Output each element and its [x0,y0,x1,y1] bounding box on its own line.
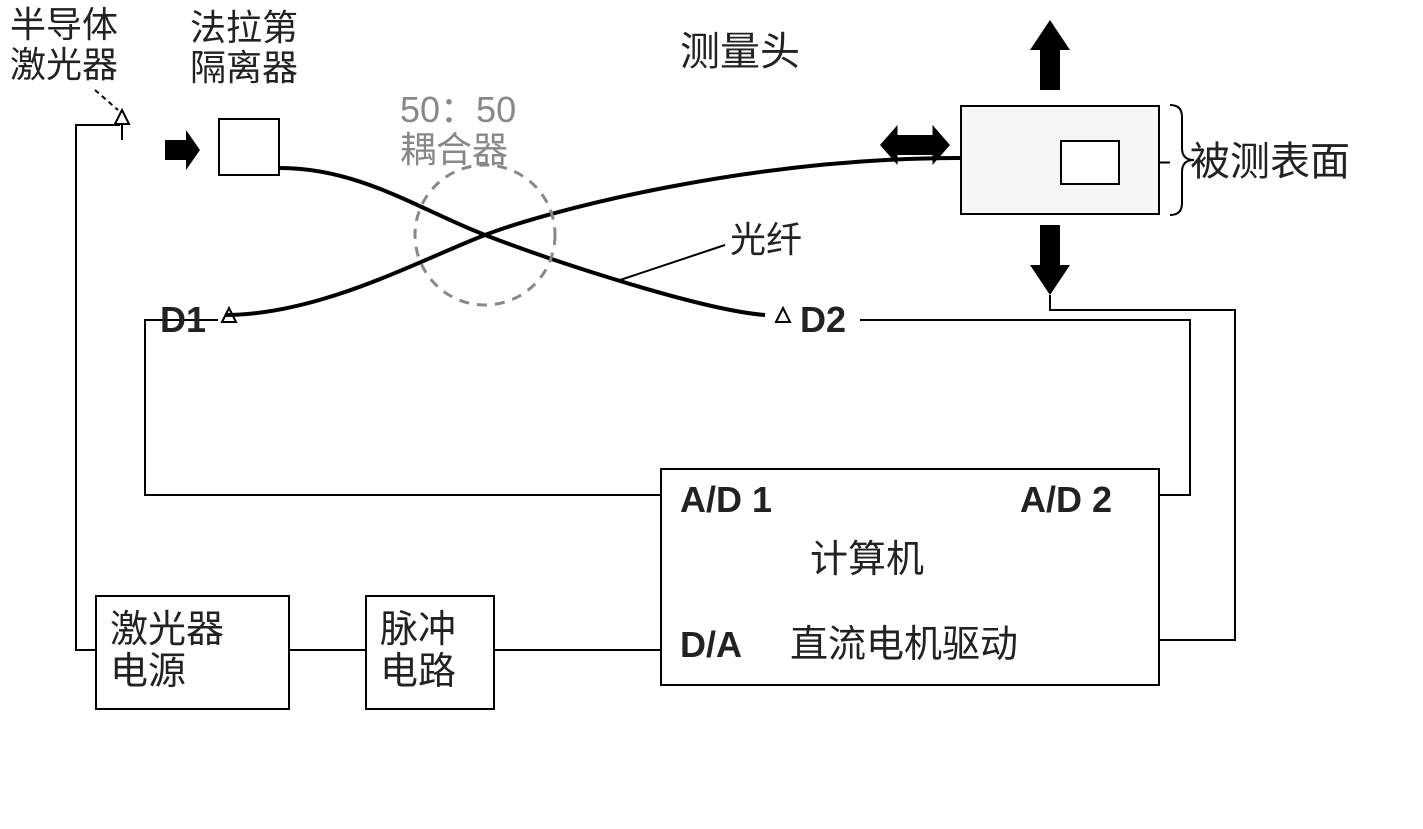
d2-label: D2 [800,300,846,340]
da-label: D/A [680,625,742,665]
laser-power-label: 激光器电源 [110,610,224,694]
ad2-label: A/D 2 [1020,480,1112,520]
faraday-label: 法拉第隔离器 [190,8,298,87]
d1-label: D1 [160,300,206,340]
coupler-label: 50：50耦合器 [400,90,516,169]
measurement-head-inner-box [1060,140,1120,185]
laser-label: 半导体激光器 [10,5,118,84]
faraday-box [218,118,280,176]
computer-label: 计算机 [810,540,924,582]
measured-surface-label: 被测表面 [1190,140,1350,184]
ad1-label: A/D 1 [680,480,772,520]
dc-motor-label: 直流电机驱动 [790,625,1018,667]
pulse-circuit-label: 脉冲电路 [380,610,456,694]
fiber-label: 光纤 [730,220,802,260]
measurement-head-label: 测量头 [680,30,800,74]
